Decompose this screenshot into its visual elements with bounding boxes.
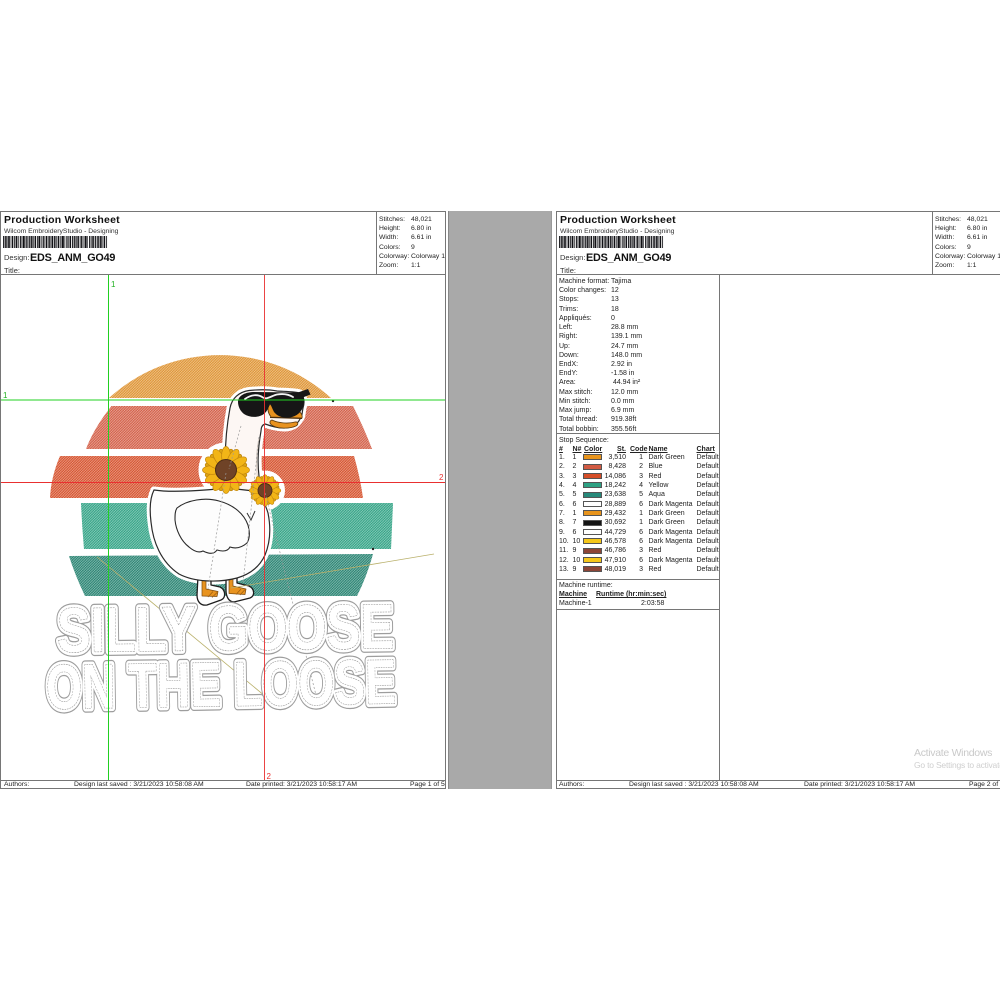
svg-text:ON THE LOOSE: ON THE LOOSE (46, 647, 397, 722)
svg-text:SILLY GOOSE: SILLY GOOSE (57, 592, 395, 666)
svg-text:2: 2 (439, 473, 444, 482)
svg-text:SILLY GOOSE: SILLY GOOSE (57, 592, 395, 666)
svg-text:1: 1 (111, 280, 116, 289)
svg-text:ON THE LOOSE: ON THE LOOSE (46, 647, 397, 722)
svg-text:SILLY GOOSE: SILLY GOOSE (57, 592, 395, 666)
svg-text:1: 1 (3, 391, 8, 400)
svg-text:2: 2 (267, 772, 272, 780)
svg-text:ON THE LOOSE: ON THE LOOSE (46, 647, 397, 722)
